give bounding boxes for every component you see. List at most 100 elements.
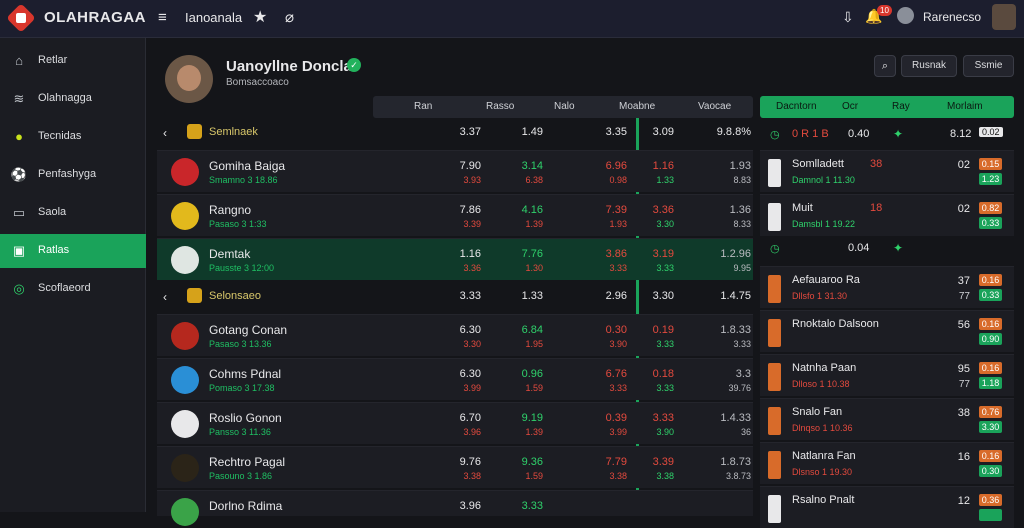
odds-value[interactable]: 3.33 <box>652 412 674 424</box>
user-name[interactable]: Rarenecso <box>923 10 982 24</box>
odds-pill-green[interactable]: 0.90 <box>979 333 1002 345</box>
odds-value[interactable]: 3.86 <box>605 248 627 260</box>
table-row[interactable]: Roslio Gonon Pansso 3 11.36 6.70 3.96 9.19 1.… <box>157 402 753 444</box>
brand-name[interactable]: OLAHRAGAA <box>44 9 146 26</box>
odds-pill-green[interactable]: 0.33 <box>979 289 1002 301</box>
rp-group-row[interactable]: ◷ 0.04 ✦ <box>760 236 1014 264</box>
odds-value[interactable]: 1.36 <box>729 204 751 216</box>
chevron-icon[interactable]: ‹ <box>163 290 167 304</box>
rp-match-row[interactable]: Natlanra Fan Dlsnso 1 19.30 16 0.16 0.30 <box>760 442 1014 484</box>
odds-value[interactable]: 6.30 <box>459 368 481 380</box>
account-icon[interactable] <box>897 7 914 24</box>
tag-icon[interactable]: ⌀ <box>285 9 295 26</box>
odds-value[interactable]: 3.14 <box>521 160 543 172</box>
odds-value[interactable]: 6.70 <box>459 412 481 424</box>
odds-value[interactable]: 7.90 <box>459 160 481 172</box>
odds-value[interactable]: 1.2.96 <box>720 248 751 260</box>
group-odds-value[interactable]: 1.33 <box>521 290 543 302</box>
odds-value[interactable]: 1.16 <box>652 160 674 172</box>
rp-match-row[interactable]: Somlladett Damnol 1 11.30 38 02 0.15 1.23 <box>760 150 1014 192</box>
odds-value[interactable]: 1.4.33 <box>720 412 751 424</box>
group-odds-value[interactable]: 3.30 <box>652 290 674 302</box>
odds-value[interactable]: 0.30 <box>605 324 627 336</box>
rp-header-3[interactable]: Ray <box>892 101 910 112</box>
rp-header-1[interactable]: Dacntorn <box>776 101 817 112</box>
menu-icon[interactable]: ≡ <box>158 9 167 26</box>
odds-pill-orange[interactable]: 0.36 <box>979 494 1002 506</box>
rp-team-name[interactable]: Rnoktalo Dalsoon <box>792 318 879 330</box>
odds-pill-orange[interactable]: 0.82 <box>979 202 1002 214</box>
odds-pill-orange[interactable]: 0.15 <box>979 158 1002 170</box>
odds-pill-orange[interactable]: 0.16 <box>979 450 1002 462</box>
odds-value[interactable]: 3.39 <box>652 456 674 468</box>
group-odds-value[interactable]: 2.96 <box>605 290 627 302</box>
team-name[interactable]: Gotang Conan <box>209 323 288 337</box>
odds-pill-orange[interactable]: 0.16 <box>979 318 1002 330</box>
rp-team-name[interactable]: Somlladett <box>792 158 844 170</box>
rp-match-row[interactable]: Natnha Paan Dlloso 1 10.38 95 77 0.16 1.18 <box>760 354 1014 396</box>
table-row[interactable]: Gotang Conan Pasaso 3 13.36 6.30 3.30 6.84 1.… <box>157 314 753 356</box>
odds-value[interactable]: 1.16 <box>459 248 481 260</box>
odds-value[interactable]: 3.19 <box>652 248 674 260</box>
odds-value[interactable]: 9.36 <box>521 456 543 468</box>
rp-team-name[interactable]: Aefauaroo Ra <box>792 274 860 286</box>
odds-value[interactable]: 3.3 <box>735 368 751 380</box>
odds-pill-green[interactable]: 0.33 <box>979 217 1002 229</box>
table-row[interactable]: Dorlno Rdima 3.96 3.33 <box>157 490 753 526</box>
rp-group-row[interactable]: ◷ 0 R 1 B 0.40 ✦ 8.12 0.02 <box>760 122 1014 150</box>
odds-value[interactable]: 1.8.73 <box>720 456 751 468</box>
odds-value[interactable]: 9.19 <box>521 412 543 424</box>
league-group-row[interactable]: ‹ Selonsaeo 3.33 1.33 2.96 3.30 1.4.75 <box>157 282 753 312</box>
team-name[interactable]: Roslio Gonon <box>209 411 282 425</box>
team-name[interactable]: Dorlno Rdima <box>209 499 283 513</box>
group-odds-value[interactable]: 3.33 <box>459 290 481 302</box>
rp-match-row[interactable]: Snalo Fan Dlnqso 1 10.36 38 0.76 3.30 <box>760 398 1014 440</box>
odds-value[interactable]: 6.30 <box>459 324 481 336</box>
odds-value[interactable]: 1.93 <box>729 160 751 172</box>
odds-pill-green[interactable]: 1.18 <box>979 377 1002 389</box>
rp-team-name[interactable]: Natlanra Fan <box>792 450 856 462</box>
rp-team-name[interactable]: Rsalno Pnalt <box>792 494 855 506</box>
group-odds-value[interactable]: 9.8.8% <box>716 126 751 138</box>
odds-value[interactable]: 3.96 <box>459 500 481 512</box>
team-name[interactable]: Demtak <box>209 247 251 261</box>
chevron-icon[interactable]: ‹ <box>163 126 167 140</box>
table-row[interactable]: Cohms Pdnal Pomaso 3 17.38 6.30 3.99 0.96 1.5… <box>157 358 753 400</box>
group-odds-value[interactable]: 3.09 <box>652 126 674 138</box>
table-row[interactable]: Rechtro Pagal Pasouno 3 1.86 9.76 3.38 9.36 1… <box>157 446 753 488</box>
odds-value[interactable]: 4.16 <box>521 204 543 216</box>
rp-header-4[interactable]: Morlaim <box>947 101 983 112</box>
rp-group-value[interactable]: 0.40 <box>848 128 870 140</box>
odds-value[interactable]: 6.96 <box>605 160 627 172</box>
rp-match-row[interactable]: Rsalno Pnalt 12 0.36 <box>760 486 1014 528</box>
odds-value[interactable]: 3.36 <box>652 204 674 216</box>
odds-value[interactable]: 3.33 <box>521 500 543 512</box>
rp-team-name[interactable]: Muit <box>792 202 813 214</box>
odds-pill-orange[interactable]: 0.16 <box>979 274 1002 286</box>
col-header-2[interactable]: Rasso <box>486 101 515 112</box>
sidebar-item-5[interactable]: ▭ Saola <box>0 196 146 230</box>
odds-value[interactable]: 9.76 <box>459 456 481 468</box>
rp-team-name[interactable]: Snalo Fan <box>792 406 843 418</box>
sidebar-item-4[interactable]: ⚽ Penfashyga <box>0 158 146 192</box>
group-odds-value[interactable]: 3.35 <box>605 126 627 138</box>
odds-value[interactable]: 1.8.33 <box>720 324 751 336</box>
col-header-4[interactable]: Moabne <box>619 101 656 112</box>
col-header-3[interactable]: Nalo <box>554 101 575 112</box>
sidebar-item-3[interactable]: ● Tecnidas <box>0 120 146 154</box>
odds-pill-orange[interactable]: 0.76 <box>979 406 1002 418</box>
group-odds-value[interactable]: 1.4.75 <box>720 290 751 302</box>
odds-value[interactable]: 6.76 <box>605 368 627 380</box>
odds-pill-green[interactable] <box>979 509 1002 521</box>
odds-value[interactable]: 0.19 <box>652 324 674 336</box>
ssmie-button[interactable]: Ssmie <box>963 55 1014 77</box>
download-icon[interactable]: ⇩ <box>842 9 854 25</box>
odds-value[interactable]: 0.96 <box>521 368 543 380</box>
odds-pill-green[interactable]: 0.30 <box>979 465 1002 477</box>
rusnak-button[interactable]: Rusnak <box>901 55 957 77</box>
odds-value[interactable]: 7.39 <box>605 204 627 216</box>
star-icon[interactable]: ★ <box>253 9 268 26</box>
rp-group-value[interactable]: 0.04 <box>848 242 870 254</box>
rp-team-name[interactable]: Natnha Paan <box>792 362 857 374</box>
col-header-5[interactable]: Vaocae <box>698 101 732 112</box>
